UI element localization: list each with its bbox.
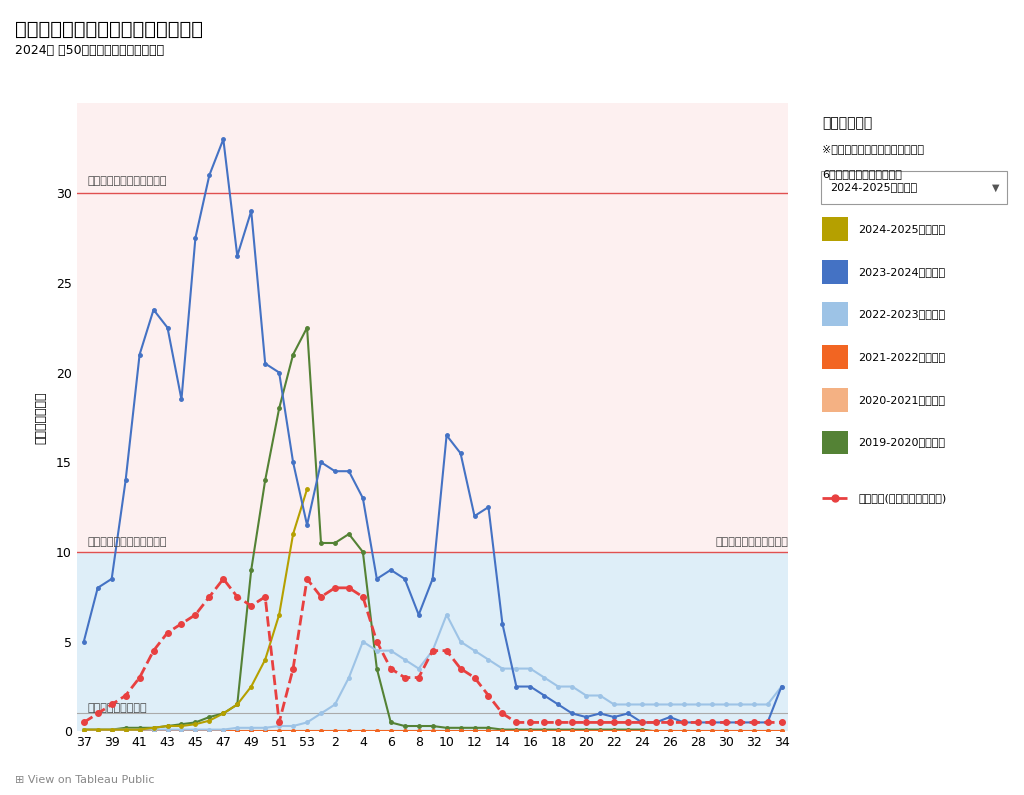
FancyBboxPatch shape	[821, 171, 1007, 204]
Text: 6シーズンを表示します。: 6シーズンを表示します。	[822, 169, 902, 180]
Text: 注意報レベル（基準値）: 注意報レベル（基準値）	[716, 537, 788, 547]
Text: 2022-2023シーズン: 2022-2023シーズン	[858, 309, 945, 320]
Bar	[822, 217, 848, 241]
Bar	[822, 260, 848, 284]
Text: ⊞ View on Tableau Public: ⊞ View on Tableau Public	[15, 775, 155, 785]
Text: 2021-2022シーズン: 2021-2022シーズン	[858, 352, 945, 362]
Text: 警報レベル（開始基準値）: 警報レベル（開始基準値）	[88, 176, 168, 186]
Text: 2019-2020シーズン: 2019-2020シーズン	[858, 437, 945, 448]
Y-axis label: 定点当り患者数: 定点当り患者数	[35, 391, 48, 444]
Text: シーズン選択: シーズン選択	[822, 116, 872, 130]
Text: 定点当り(表示シーズン平均): 定点当り(表示シーズン平均)	[858, 493, 946, 502]
Text: 警報レベル（終息基準値）: 警報レベル（終息基準値）	[88, 537, 168, 547]
Bar	[822, 345, 848, 369]
Bar	[822, 388, 848, 412]
Bar	[77, 552, 788, 731]
Text: 2024年 第50週までのデータに基づく: 2024年 第50週までのデータに基づく	[15, 44, 165, 56]
Text: 2023-2024シーズン: 2023-2024シーズン	[858, 266, 945, 277]
Text: 2024-2025シーズン: 2024-2025シーズン	[858, 224, 945, 234]
Bar	[822, 302, 848, 326]
Text: ※選択したシーズンを含めた直近: ※選択したシーズンを含めた直近	[822, 144, 924, 154]
Text: 2024-2025シーズン: 2024-2025シーズン	[830, 183, 918, 192]
Text: ▼: ▼	[992, 183, 999, 192]
Text: 2020-2021シーズン: 2020-2021シーズン	[858, 395, 945, 405]
Bar	[822, 431, 848, 455]
Text: インフルエンザの週別県内流行状況: インフルエンザの週別県内流行状況	[15, 20, 204, 39]
Text: 流行期入り（目安）: 流行期入り（目安）	[88, 703, 147, 712]
